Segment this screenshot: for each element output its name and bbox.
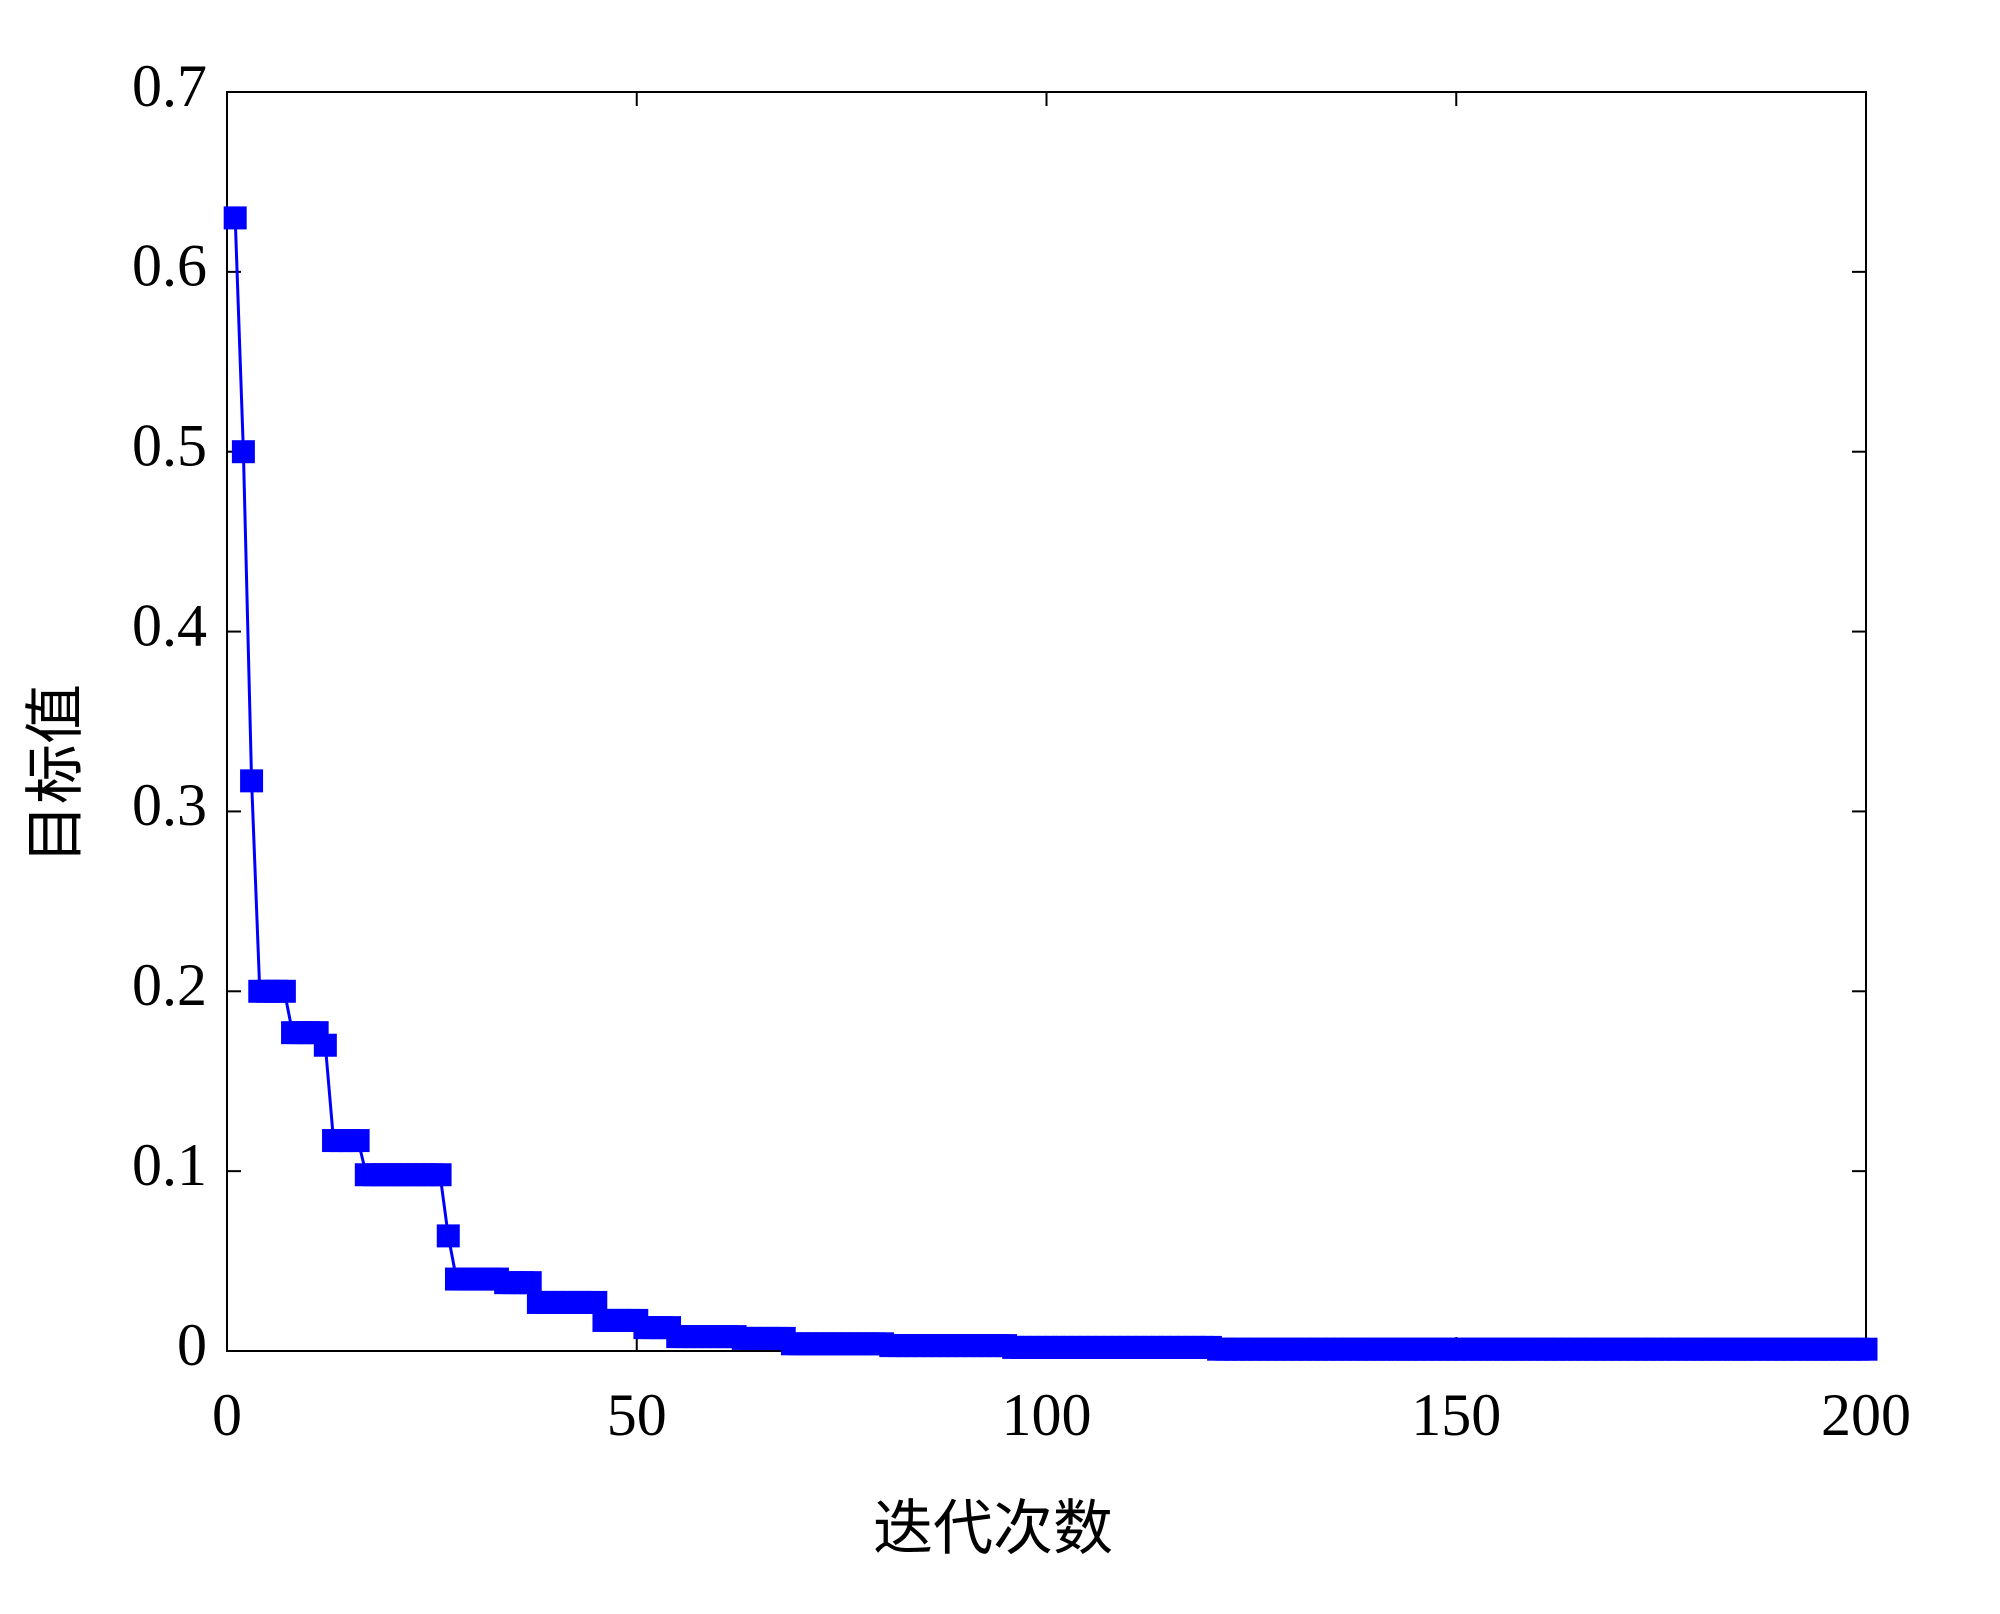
x-tick-label: 50 bbox=[607, 1382, 667, 1448]
x-tick-label: 0 bbox=[212, 1382, 242, 1448]
marker bbox=[1854, 1337, 1878, 1361]
marker bbox=[231, 440, 255, 464]
marker bbox=[518, 1271, 542, 1295]
marker bbox=[428, 1163, 452, 1187]
y-axis-label: 目标值 bbox=[23, 684, 89, 864]
y-tick-label: 0.1 bbox=[132, 1132, 207, 1198]
y-tick-label: 0.3 bbox=[132, 772, 207, 838]
marker bbox=[313, 1033, 337, 1057]
marker bbox=[436, 1224, 460, 1248]
y-tick-label: 0.7 bbox=[132, 53, 207, 119]
x-axis-label: 迭代次数 bbox=[873, 1496, 1113, 1562]
y-tick-label: 0.5 bbox=[132, 412, 207, 478]
series-line bbox=[233, 217, 1866, 1351]
y-tick-label: 0.2 bbox=[132, 952, 207, 1018]
marker bbox=[584, 1290, 608, 1314]
marker bbox=[272, 979, 296, 1003]
y-tick-label: 0 bbox=[177, 1312, 207, 1378]
plot-frame bbox=[226, 91, 1867, 1352]
marker bbox=[240, 769, 264, 793]
x-tick-label: 100 bbox=[1002, 1382, 1092, 1448]
y-tick-label: 0.4 bbox=[132, 592, 207, 658]
x-tick-label: 200 bbox=[1821, 1382, 1911, 1448]
x-tick-label: 150 bbox=[1411, 1382, 1501, 1448]
marker bbox=[346, 1129, 370, 1153]
y-tick-label: 0.6 bbox=[132, 233, 207, 299]
marker bbox=[223, 206, 247, 230]
